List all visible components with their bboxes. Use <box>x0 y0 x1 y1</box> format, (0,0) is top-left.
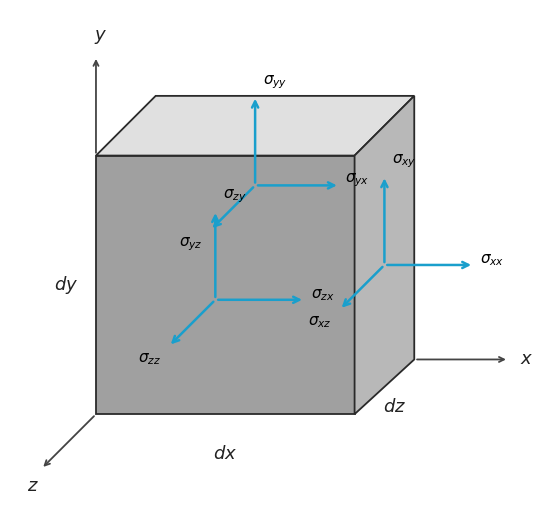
Text: $\sigma_{zz}$: $\sigma_{zz}$ <box>138 351 161 367</box>
Text: $\sigma_{xz}$: $\sigma_{xz}$ <box>308 315 332 331</box>
Text: $\sigma_{yy}$: $\sigma_{yy}$ <box>263 73 288 91</box>
Text: $\sigma_{zy}$: $\sigma_{zy}$ <box>223 188 247 206</box>
Text: $\sigma_{xx}$: $\sigma_{xx}$ <box>480 252 504 268</box>
Polygon shape <box>96 96 414 156</box>
Text: $dz$: $dz$ <box>383 398 406 416</box>
Text: $\sigma_{yz}$: $\sigma_{yz}$ <box>179 235 202 253</box>
Text: $\sigma_{yx}$: $\sigma_{yx}$ <box>345 172 369 189</box>
Text: $z$: $z$ <box>28 477 39 495</box>
Text: $x$: $x$ <box>520 350 533 368</box>
Polygon shape <box>354 96 414 414</box>
Text: $\sigma_{xy}$: $\sigma_{xy}$ <box>393 153 417 170</box>
Text: $\sigma_{zx}$: $\sigma_{zx}$ <box>311 287 335 303</box>
Text: $y$: $y$ <box>95 28 108 46</box>
Polygon shape <box>96 156 354 414</box>
Text: $dx$: $dx$ <box>213 445 237 463</box>
Text: $dy$: $dy$ <box>54 274 79 296</box>
